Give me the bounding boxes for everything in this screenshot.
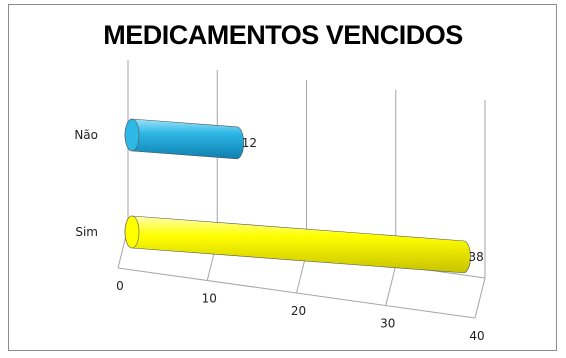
- floor-gridline: [474, 277, 486, 319]
- chart-title: MEDICAMENTOS VENCIDOS: [103, 20, 463, 50]
- category-label: Não: [74, 128, 98, 142]
- x-tick-label: 40: [469, 329, 484, 343]
- floor-front-edge: [117, 267, 476, 319]
- bar: [124, 118, 244, 160]
- x-tick-label: 30: [380, 317, 395, 331]
- data-label: 38: [469, 250, 484, 264]
- bar-start-cap: [124, 215, 140, 249]
- chart-frame: [8, 4, 557, 351]
- category-label: Sim: [75, 225, 98, 239]
- bar: [124, 215, 471, 274]
- x-tick-label: 0: [116, 279, 124, 293]
- x-tick-label: 10: [202, 292, 217, 306]
- floor-gridline: [385, 265, 397, 306]
- labels: 0 10 20 30 40 Não 12 Sim 38: [74, 128, 484, 343]
- bars: [124, 118, 471, 274]
- data-label: 12: [242, 136, 257, 150]
- x-tick-label: 20: [291, 304, 306, 318]
- bar-start-cap: [124, 118, 140, 152]
- gridlines: [117, 60, 486, 319]
